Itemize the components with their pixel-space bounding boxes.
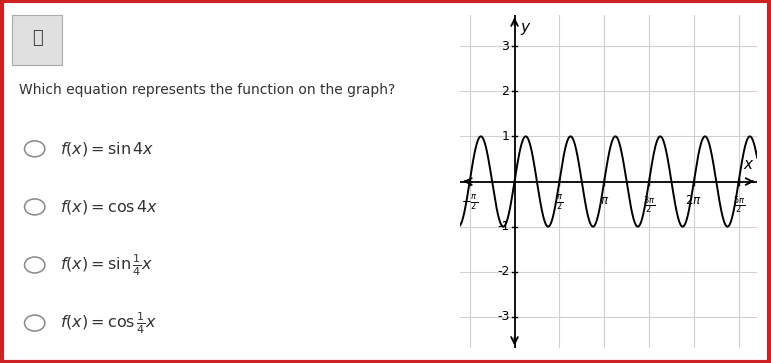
Text: 1: 1 — [501, 130, 510, 143]
Text: ⌹: ⌹ — [32, 29, 42, 47]
Text: $2\pi$: $2\pi$ — [685, 194, 702, 207]
Text: $x$: $x$ — [742, 156, 754, 172]
Text: $\frac{3\pi}{2}$: $\frac{3\pi}{2}$ — [643, 194, 655, 216]
Text: $\pi$: $\pi$ — [600, 194, 609, 207]
Text: $-\frac{\pi}{2}$: $-\frac{\pi}{2}$ — [461, 194, 478, 213]
Text: -1: -1 — [497, 220, 510, 233]
Text: $y$: $y$ — [520, 21, 531, 37]
Text: -2: -2 — [497, 265, 510, 278]
Bar — [12, 15, 62, 65]
Text: -3: -3 — [497, 310, 510, 323]
Text: $f(x) = \sin 4x$: $f(x) = \sin 4x$ — [60, 140, 155, 158]
Text: 2: 2 — [501, 85, 510, 98]
Text: $\frac{5\pi}{2}$: $\frac{5\pi}{2}$ — [732, 194, 745, 216]
Text: Which equation represents the function on the graph?: Which equation represents the function o… — [19, 83, 395, 98]
Text: $f(x) = \sin \frac{1}{4}x$: $f(x) = \sin \frac{1}{4}x$ — [60, 252, 153, 278]
Text: $f(x) = \cos 4x$: $f(x) = \cos 4x$ — [60, 198, 159, 216]
Text: $\frac{\pi}{2}$: $\frac{\pi}{2}$ — [556, 194, 563, 213]
Text: $f(x) = \cos \frac{1}{4}x$: $f(x) = \cos \frac{1}{4}x$ — [60, 310, 157, 336]
Text: 3: 3 — [501, 40, 510, 53]
